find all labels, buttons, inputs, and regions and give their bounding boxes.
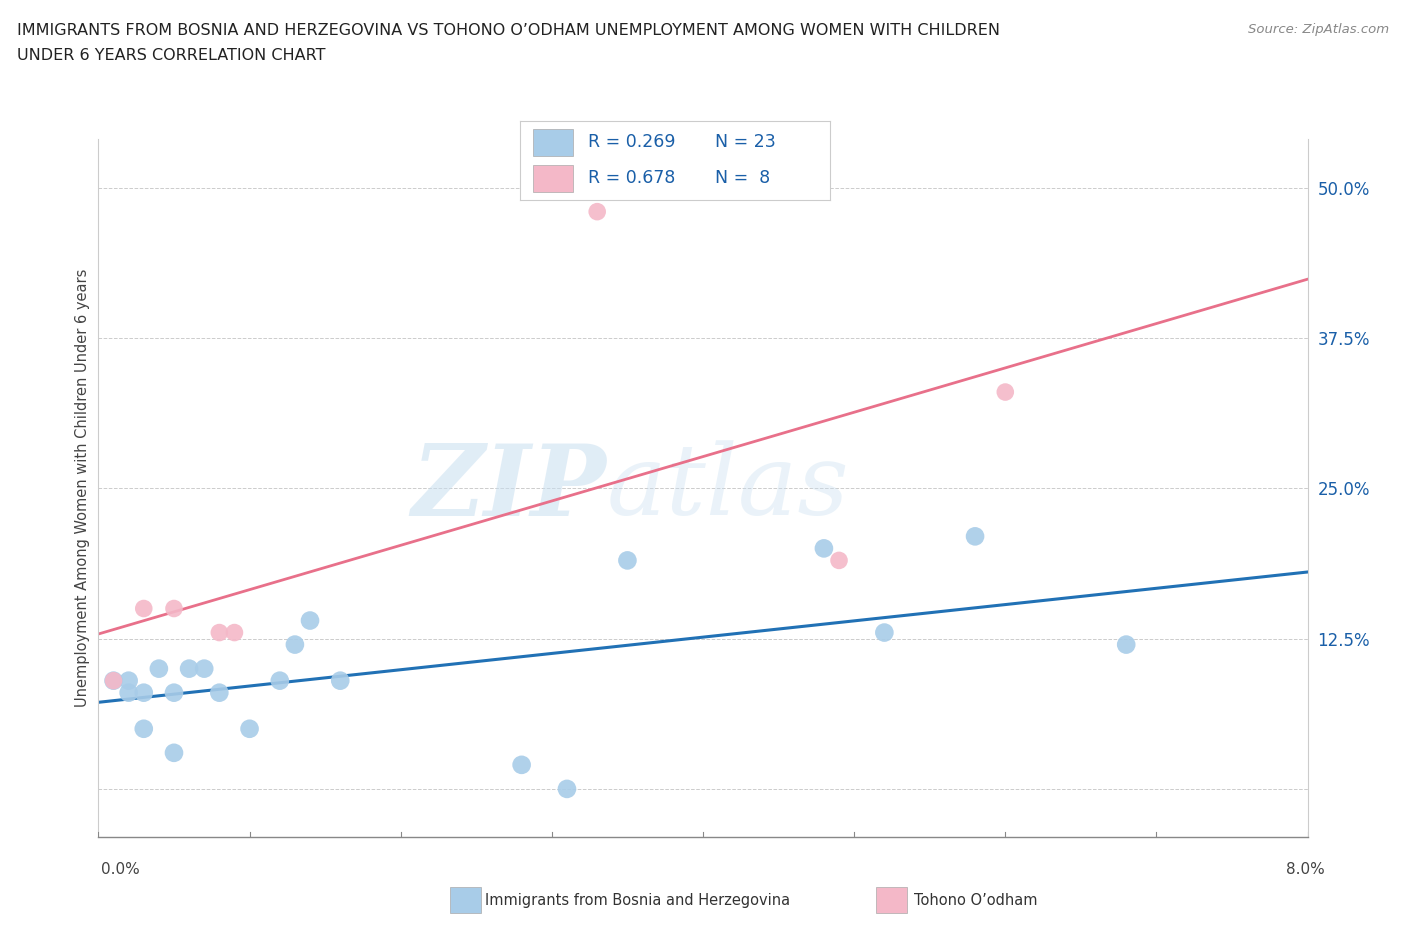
Text: Tohono O’odham: Tohono O’odham [914, 893, 1038, 908]
Point [269, 673, 291, 688]
Text: 0.0%: 0.0% [101, 862, 141, 877]
Point [828, 553, 851, 568]
Point [103, 673, 125, 688]
Point [994, 385, 1017, 400]
Text: R = 0.269: R = 0.269 [588, 133, 676, 152]
Point [299, 613, 322, 628]
Point [163, 685, 186, 700]
Point [239, 722, 262, 737]
Point [208, 625, 231, 640]
Point [208, 685, 231, 700]
Point [132, 685, 155, 700]
Text: N =  8: N = 8 [716, 169, 770, 187]
Point [555, 781, 578, 796]
Point [1115, 637, 1137, 652]
Bar [533, 128, 572, 155]
Point [163, 601, 186, 616]
Point [224, 625, 246, 640]
Text: UNDER 6 YEARS CORRELATION CHART: UNDER 6 YEARS CORRELATION CHART [17, 48, 325, 63]
Point [873, 625, 896, 640]
Text: Immigrants from Bosnia and Herzegovina: Immigrants from Bosnia and Herzegovina [485, 893, 790, 908]
Text: N = 23: N = 23 [716, 133, 776, 152]
Point [132, 601, 155, 616]
Point [813, 541, 835, 556]
Point [118, 685, 141, 700]
Point [586, 205, 609, 219]
Text: R = 0.678: R = 0.678 [588, 169, 676, 187]
Point [965, 529, 987, 544]
Point [510, 757, 533, 772]
Point [193, 661, 215, 676]
Point [118, 673, 141, 688]
Text: atlas: atlas [606, 441, 849, 536]
Point [179, 661, 201, 676]
Text: IMMIGRANTS FROM BOSNIA AND HERZEGOVINA VS TOHONO O’ODHAM UNEMPLOYMENT AMONG WOME: IMMIGRANTS FROM BOSNIA AND HERZEGOVINA V… [17, 23, 1000, 38]
Text: 8.0%: 8.0% [1285, 862, 1324, 877]
Point [132, 722, 155, 737]
Text: Source: ZipAtlas.com: Source: ZipAtlas.com [1249, 23, 1389, 36]
Y-axis label: Unemployment Among Women with Children Under 6 years: Unemployment Among Women with Children U… [75, 269, 90, 708]
Text: ZIP: ZIP [412, 440, 606, 537]
Bar [533, 166, 572, 193]
Point [284, 637, 307, 652]
Point [148, 661, 170, 676]
Point [329, 673, 352, 688]
Point [616, 553, 638, 568]
Point [103, 673, 125, 688]
Point [163, 745, 186, 760]
